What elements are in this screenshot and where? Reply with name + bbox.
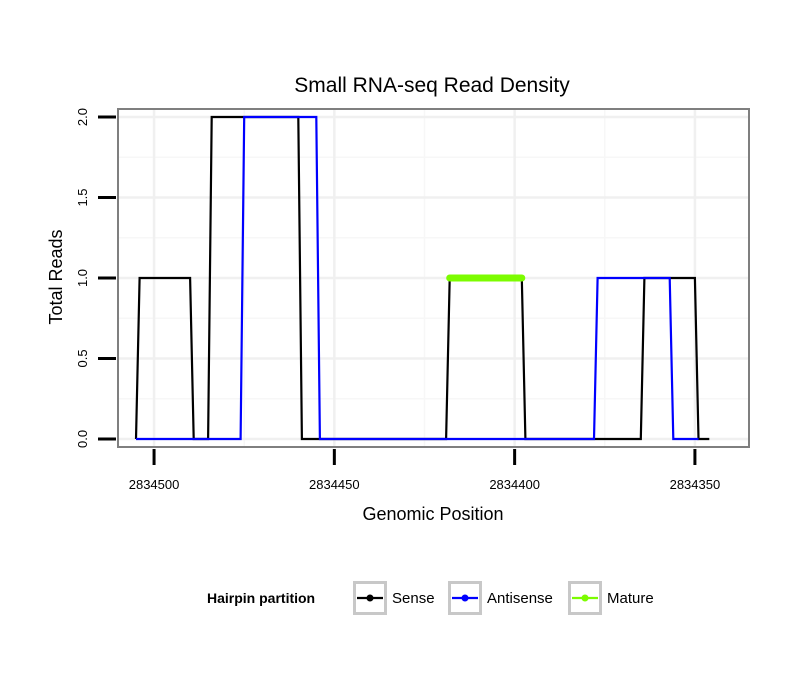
legend-key-point (461, 594, 469, 602)
legend-key-point (366, 594, 374, 602)
legend-item-mature: Mature (568, 581, 654, 615)
x-tick-label: 2834350 (670, 477, 721, 492)
legend-title: Hairpin partition (207, 590, 315, 606)
x-tick-label: 2834450 (309, 477, 360, 492)
legend-label: Antisense (487, 590, 553, 607)
series-line-antisense (136, 115, 699, 441)
legend-item-sense: Sense (353, 581, 435, 615)
x-axis: 2834500 2834450 2834400 2834350 (129, 449, 720, 492)
y-tick-label: 0.0 (75, 430, 90, 448)
plot-border (117, 108, 750, 448)
legend: Hairpin partition Sense Antisense Mature (207, 581, 654, 615)
x-tick-label: 2834500 (129, 477, 180, 492)
legend-label: Sense (392, 590, 435, 607)
y-axis: 0.0 0.5 1.0 1.5 2.0 (75, 108, 116, 448)
legend-key-point (581, 594, 589, 602)
y-tick-label: 1.0 (75, 269, 90, 287)
x-axis-label: Genomic Position (362, 504, 503, 524)
y-tick-label: 2.0 (75, 108, 90, 126)
x-tick-label: 2834400 (489, 477, 540, 492)
y-tick-label: 0.5 (75, 349, 90, 367)
legend-item-antisense: Antisense (448, 581, 553, 615)
chart-title: Small RNA-seq Read Density (294, 74, 570, 97)
series-layer (134, 115, 710, 441)
y-axis-label: Total Reads (46, 229, 66, 324)
y-tick-label: 1.5 (75, 188, 90, 206)
legend-label: Mature (607, 590, 654, 607)
